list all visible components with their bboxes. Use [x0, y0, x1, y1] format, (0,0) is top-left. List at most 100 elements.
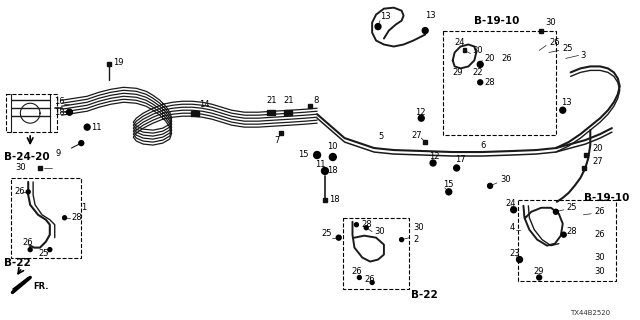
Text: 30: 30: [594, 267, 605, 276]
Text: 10: 10: [327, 141, 337, 151]
Text: 11: 11: [91, 123, 102, 132]
Text: 25: 25: [38, 249, 49, 258]
Text: 15: 15: [298, 149, 309, 158]
Circle shape: [84, 124, 90, 130]
Bar: [6, 94, 57, 132]
Text: B-24-20: B-24-20: [4, 152, 49, 162]
Text: 28: 28: [484, 78, 495, 87]
Text: B-22: B-22: [4, 258, 30, 268]
Text: 26: 26: [15, 188, 25, 196]
Circle shape: [375, 24, 381, 29]
Text: 27: 27: [592, 157, 603, 166]
Text: 17: 17: [454, 156, 465, 164]
Text: 19: 19: [113, 58, 124, 67]
Bar: [191, 111, 199, 116]
Text: 30: 30: [413, 223, 424, 232]
Text: 30: 30: [594, 253, 605, 262]
Text: 2: 2: [413, 235, 419, 244]
Text: 20: 20: [592, 144, 603, 153]
Text: 26: 26: [351, 267, 362, 276]
Bar: [38, 166, 42, 170]
Text: 29: 29: [452, 68, 463, 77]
Text: 18: 18: [54, 108, 65, 117]
Text: 26: 26: [594, 207, 605, 216]
Circle shape: [454, 165, 460, 171]
Text: 28: 28: [72, 213, 82, 222]
Bar: [342, 218, 410, 289]
Circle shape: [370, 280, 374, 284]
Text: 21: 21: [284, 96, 294, 105]
Circle shape: [511, 207, 516, 213]
Circle shape: [446, 189, 452, 195]
Bar: [582, 166, 586, 170]
Text: 24: 24: [506, 199, 516, 208]
Text: 26: 26: [594, 230, 605, 239]
Circle shape: [355, 223, 358, 227]
Text: 6: 6: [480, 140, 486, 149]
Circle shape: [419, 115, 424, 121]
Text: 1: 1: [81, 203, 86, 212]
Circle shape: [321, 167, 328, 174]
Polygon shape: [13, 277, 28, 289]
Text: B-22: B-22: [412, 291, 438, 300]
Circle shape: [79, 140, 84, 146]
Text: 18: 18: [329, 195, 339, 204]
Circle shape: [560, 107, 566, 113]
Text: 25: 25: [563, 44, 573, 53]
Circle shape: [26, 190, 30, 194]
Text: TX44B2520: TX44B2520: [570, 310, 610, 316]
Text: 22: 22: [472, 68, 483, 77]
Bar: [584, 153, 588, 157]
Circle shape: [48, 248, 52, 252]
Circle shape: [537, 275, 541, 280]
Text: 8: 8: [313, 96, 319, 105]
Text: 29: 29: [533, 267, 544, 276]
Text: 13: 13: [561, 98, 572, 107]
Text: 21: 21: [266, 96, 276, 105]
Text: 25: 25: [566, 203, 577, 212]
Circle shape: [336, 235, 341, 240]
Circle shape: [430, 160, 436, 166]
Text: 30: 30: [15, 164, 26, 172]
Circle shape: [63, 216, 67, 220]
Text: B-19-10: B-19-10: [474, 16, 520, 26]
Text: 26: 26: [364, 275, 375, 284]
Text: 15: 15: [443, 180, 453, 189]
Text: 28: 28: [566, 227, 577, 236]
Bar: [308, 104, 312, 108]
Text: 9: 9: [56, 148, 61, 157]
Circle shape: [357, 276, 362, 279]
Circle shape: [28, 248, 32, 252]
Bar: [284, 110, 292, 115]
Circle shape: [554, 209, 558, 214]
Bar: [518, 200, 616, 282]
Text: 20: 20: [484, 54, 495, 63]
Text: 11: 11: [315, 160, 326, 170]
Bar: [279, 131, 283, 135]
Text: 26: 26: [549, 38, 559, 47]
Bar: [423, 140, 427, 144]
Text: 12: 12: [415, 108, 426, 117]
Circle shape: [478, 80, 483, 85]
Bar: [463, 49, 467, 52]
Circle shape: [399, 238, 404, 242]
Text: 18: 18: [327, 166, 337, 175]
Text: 4: 4: [509, 223, 515, 232]
Bar: [107, 62, 111, 67]
Text: 30: 30: [545, 18, 556, 27]
Text: 27: 27: [412, 131, 422, 140]
Text: 5: 5: [378, 132, 383, 140]
Circle shape: [330, 154, 336, 161]
Circle shape: [561, 232, 566, 237]
Circle shape: [314, 152, 321, 158]
Bar: [323, 198, 327, 202]
Text: 26: 26: [22, 238, 33, 247]
Circle shape: [364, 226, 368, 230]
Text: FR.: FR.: [33, 282, 49, 291]
Text: 14: 14: [199, 100, 210, 109]
Text: 13: 13: [380, 12, 390, 21]
Text: 13: 13: [425, 11, 436, 20]
Text: 26: 26: [502, 54, 513, 63]
Text: 16: 16: [54, 97, 65, 106]
Text: 24: 24: [454, 38, 465, 47]
